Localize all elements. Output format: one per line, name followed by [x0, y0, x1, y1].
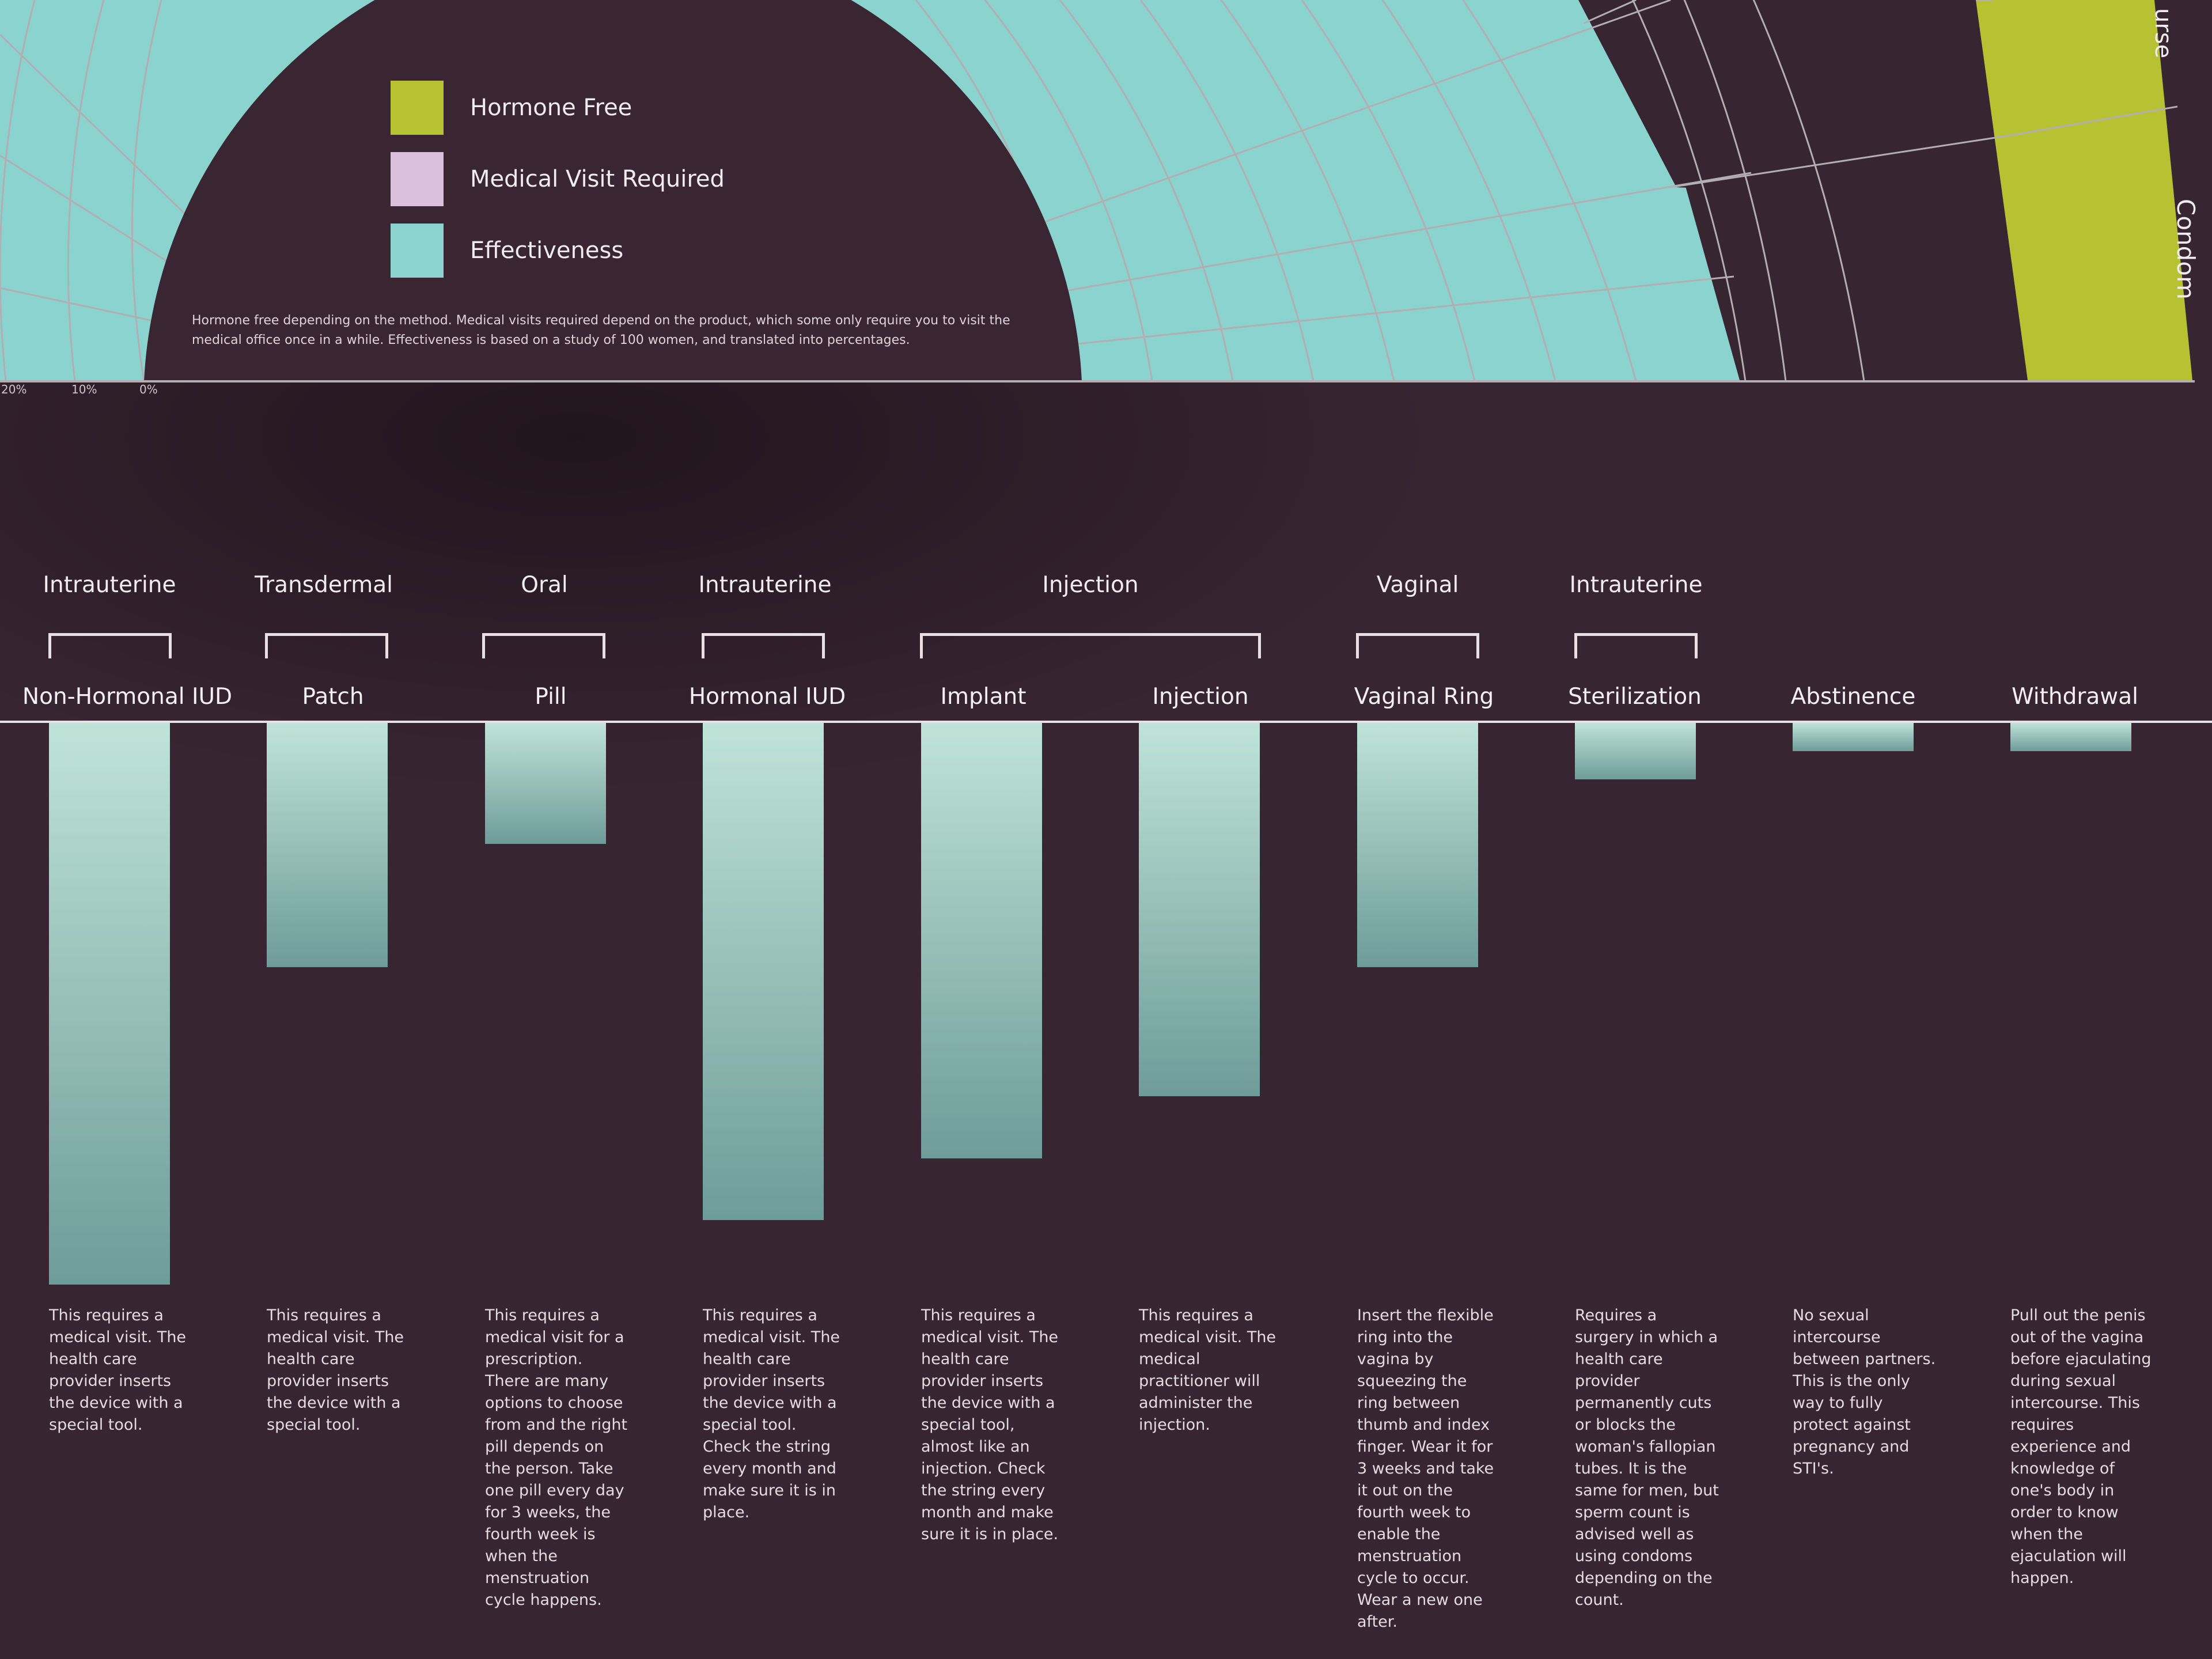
radial-condom-band	[1976, 0, 2192, 380]
method-label: Sterilization	[1568, 684, 1702, 710]
group-label: Intrauterine	[1569, 572, 1703, 598]
bar-pill	[485, 723, 606, 844]
group-bracket	[920, 633, 1261, 658]
bar-abstinence	[1793, 723, 1914, 751]
radial-dark-outer-ring	[1578, 0, 2028, 380]
method-label: Hormonal IUD	[688, 684, 846, 710]
bar-sterilization	[1575, 723, 1696, 779]
group-bracket	[1356, 633, 1479, 658]
method-description: Insert the flexible ring into the vagina…	[1357, 1306, 1494, 1631]
legend-panel	[144, 0, 1082, 381]
hormone-free-swatch	[391, 81, 444, 135]
method-description: This requires a medical visit for a pres…	[485, 1306, 628, 1609]
legend-label: Hormone Free	[470, 94, 632, 121]
method-description: Requires a surgery in which a health car…	[1575, 1306, 1719, 1609]
method-label: Vaginal Ring	[1354, 684, 1494, 710]
axis-tick-label: 10%	[71, 382, 97, 396]
method-description: No sexual intercourse between partners. …	[1793, 1306, 1936, 1478]
axis-tick-label: 0%	[139, 382, 158, 396]
bar-non-hormonal-iud	[49, 723, 170, 1285]
method-description: This requires a medical visit. The medic…	[1139, 1306, 1277, 1434]
legend-label: Medical Visit Required	[470, 166, 725, 192]
method-description: This requires a medical visit. The healt…	[49, 1306, 187, 1434]
bar-baseline	[0, 721, 2212, 723]
method-label: Withdrawal	[2012, 684, 2138, 710]
group-label: Intrauterine	[43, 572, 176, 598]
method-label: Injection	[1152, 684, 1249, 710]
method-description: This requires a medical visit. The healt…	[267, 1306, 404, 1434]
method-description: Pull out the penis out of the vagina bef…	[2010, 1306, 2152, 1587]
method-description: This requires a medical visit. The healt…	[703, 1306, 840, 1521]
radial-label-partial: urse	[2150, 8, 2176, 58]
axis-tick-label: 20%	[1, 382, 27, 396]
legend-note: Hormone free depending on the method. Me…	[192, 313, 1010, 347]
group-label: Injection	[1042, 572, 1139, 598]
method-label: Abstinence	[1790, 684, 1916, 710]
group-bracket	[482, 633, 605, 658]
bar-patch	[267, 723, 388, 967]
method-label: Implant	[940, 684, 1027, 710]
medical-visit-swatch	[391, 152, 444, 206]
group-bracket	[265, 633, 388, 658]
method-description: This requires a medical visit. The healt…	[921, 1306, 1059, 1543]
legend-label: Effectiveness	[470, 237, 624, 264]
effectiveness-swatch	[391, 224, 444, 278]
bar-vaginal-ring	[1357, 723, 1478, 967]
group-label: Oral	[521, 572, 568, 598]
bar-injection	[1139, 723, 1260, 1096]
group-label: Transdermal	[255, 572, 393, 598]
group-bracket	[48, 633, 172, 658]
bar-hormonal-iud	[703, 723, 824, 1220]
group-bracket	[702, 633, 825, 658]
radial-label-condom: Condom	[2172, 199, 2200, 300]
bar-withdrawal	[2010, 723, 2131, 751]
group-label: Vaginal	[1376, 572, 1459, 598]
method-label: Non-Hormonal IUD	[22, 684, 233, 710]
group-label: Intrauterine	[698, 572, 832, 598]
method-label: Pill	[535, 684, 567, 710]
method-label: Patch	[302, 684, 364, 710]
group-bracket	[1574, 633, 1698, 658]
bar-implant	[921, 723, 1042, 1158]
